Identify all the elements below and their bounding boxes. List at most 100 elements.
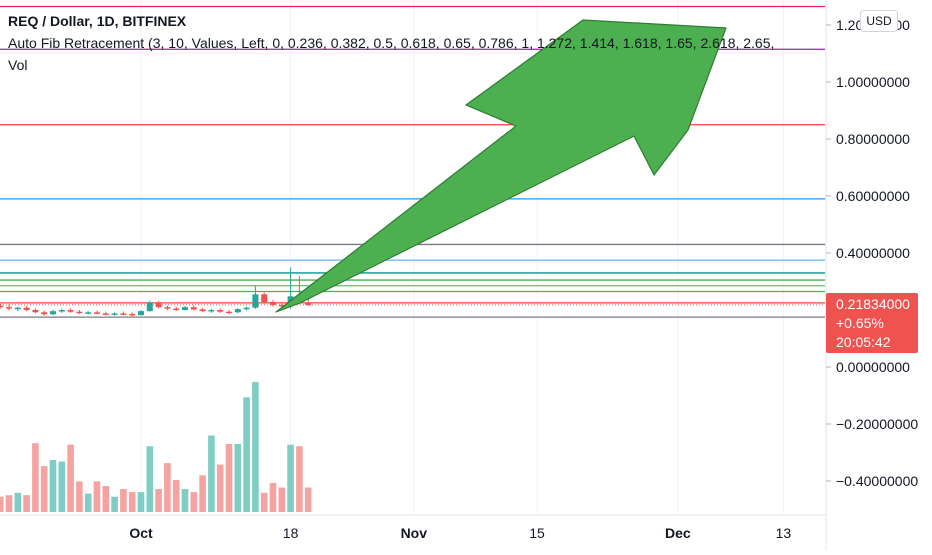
candle-body xyxy=(190,307,197,310)
volume-bars xyxy=(0,382,312,512)
volume-bar xyxy=(32,443,39,512)
y-tick-label: 0.00000000 xyxy=(836,359,910,375)
candle-body xyxy=(217,310,224,312)
volume-bar xyxy=(252,382,259,512)
candle-body xyxy=(50,311,56,315)
candle-body xyxy=(182,307,188,310)
volume-bar xyxy=(146,446,154,512)
x-tick-label: 15 xyxy=(529,525,545,541)
candle-body xyxy=(32,310,39,313)
volume-bar xyxy=(199,475,206,512)
volume-bar xyxy=(190,492,198,512)
fib-levels xyxy=(0,5,825,318)
volume-bar xyxy=(164,463,171,512)
last-price-tag: 0.21834000 +0.65% 20:05:42 xyxy=(826,293,918,353)
candle-body xyxy=(261,294,268,303)
x-tick-label: Oct xyxy=(129,525,153,541)
y-tick-label: 0.80000000 xyxy=(836,131,910,147)
candle-body xyxy=(146,302,153,312)
candle-body xyxy=(6,307,12,309)
x-tick-label: Dec xyxy=(665,525,691,541)
volume-bar xyxy=(76,481,83,512)
candle-body xyxy=(111,313,118,315)
candle-body xyxy=(102,313,109,315)
price-axis-panel xyxy=(826,0,932,550)
candle-body xyxy=(23,307,30,310)
candle-body xyxy=(58,310,65,312)
volume-bar xyxy=(304,487,312,512)
volume-bar xyxy=(137,492,145,512)
candle-body xyxy=(199,309,206,312)
volume-bar xyxy=(5,495,13,512)
volume-indicator-label[interactable]: Vol xyxy=(8,57,28,73)
volume-bar xyxy=(269,482,277,512)
y-tick-label: 0.60000000 xyxy=(836,188,910,204)
candle-body xyxy=(0,305,4,308)
candle-body xyxy=(243,307,250,310)
last-price-change: +0.65% xyxy=(836,315,884,331)
volume-bar xyxy=(102,486,110,512)
candle-body xyxy=(252,294,259,308)
candle-body xyxy=(208,310,215,312)
volume-bar xyxy=(128,492,136,512)
candle-body xyxy=(164,307,171,309)
bar-countdown: 20:05:42 xyxy=(836,334,891,350)
candle-body xyxy=(234,309,241,313)
volume-bar xyxy=(296,446,303,512)
volume-bar xyxy=(278,487,286,512)
candle-body xyxy=(138,311,144,316)
volume-bar xyxy=(40,466,48,512)
arrow-annotation xyxy=(275,19,727,313)
candle-body xyxy=(278,304,285,307)
volume-bar xyxy=(49,460,57,512)
y-tick-label: 0.40000000 xyxy=(836,245,910,261)
candle-body xyxy=(14,307,21,310)
volume-bar xyxy=(234,443,242,512)
volume-bar xyxy=(243,397,250,512)
candle-body xyxy=(85,312,92,314)
chart-legend: REQ / Dollar, 1D, BITFINEX Auto Fib Retr… xyxy=(8,10,828,76)
x-tick-label: 13 xyxy=(776,525,792,541)
y-tick-label: −0.20000000 xyxy=(836,416,918,432)
volume-bar xyxy=(84,493,92,512)
candle-body xyxy=(305,302,312,305)
volume-bar xyxy=(260,492,268,512)
currency-button[interactable]: USD xyxy=(860,10,898,32)
volume-bar xyxy=(181,489,189,512)
candle-body xyxy=(41,312,48,315)
volume-bar xyxy=(172,479,180,512)
volume-bar xyxy=(216,464,224,512)
candle-body xyxy=(120,313,127,315)
volume-bar xyxy=(120,489,127,512)
candle-body xyxy=(226,311,232,314)
x-tick-label: 18 xyxy=(283,525,299,541)
candle-body xyxy=(76,311,83,314)
x-tick-label: Nov xyxy=(401,525,428,541)
volume-bar xyxy=(14,492,22,512)
volume-bar xyxy=(23,495,30,512)
volume-bar xyxy=(111,496,118,512)
volume-bar xyxy=(67,444,74,512)
y-tick-label: 1.00000000 xyxy=(836,74,910,90)
volume-bar xyxy=(58,461,66,512)
symbol-title[interactable]: REQ / Dollar, 1D, BITFINEX xyxy=(8,13,187,29)
candle-body xyxy=(270,302,276,305)
volume-bar xyxy=(155,489,162,512)
volume-bar xyxy=(225,443,233,512)
volume-bar xyxy=(0,496,4,512)
candle-body xyxy=(129,313,136,316)
volume-bar xyxy=(208,435,215,512)
y-tick-label: −0.40000000 xyxy=(836,473,918,489)
candle-body xyxy=(155,302,162,308)
up-arrow-annotation xyxy=(275,19,727,313)
candle-body xyxy=(94,312,100,314)
last-price-value: 0.21834000 xyxy=(836,296,910,312)
volume-bar xyxy=(93,481,101,512)
candle-body xyxy=(67,310,74,312)
candle-body xyxy=(173,308,180,311)
volume-bar xyxy=(287,444,294,512)
fib-indicator-label[interactable]: Auto Fib Retracement (3, 10, Values, Lef… xyxy=(8,35,775,51)
